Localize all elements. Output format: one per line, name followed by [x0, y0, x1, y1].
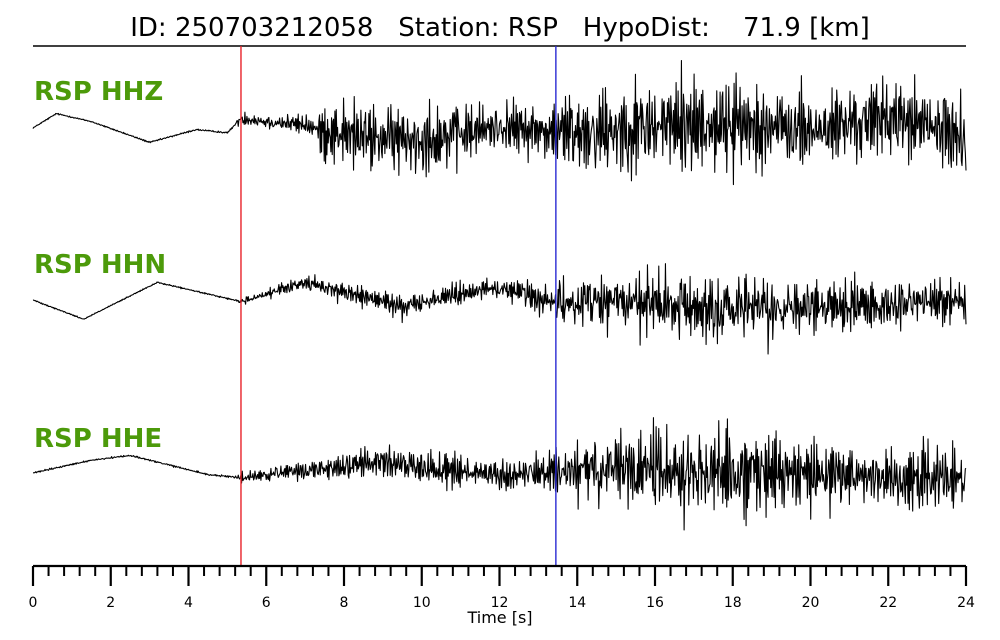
- x-axis-label: Time [s]: [466, 608, 532, 627]
- hypodist-unit: [km]: [809, 13, 870, 43]
- x-tick-label: 8: [340, 595, 349, 611]
- x-tick-label: 16: [646, 595, 664, 611]
- channel-labels-group: RSP HHZ RSP HHN RSP HHE: [34, 77, 166, 454]
- station-label: Station:: [398, 13, 499, 43]
- x-tick-label: 14: [568, 595, 586, 611]
- x-axis: 0 2 4 6 8 10 12 14 16 18 20 22 24: [29, 564, 975, 611]
- x-tick-label: 0: [29, 595, 38, 611]
- plot-title: ID: 250703212058 Station: RSP HypoDist: …: [130, 13, 870, 43]
- trace-rsp-hhz: [32, 59, 967, 186]
- x-tick-label: 6: [262, 595, 271, 611]
- hypodist-value: 71.9: [743, 13, 801, 43]
- x-tick-label: 4: [184, 595, 193, 611]
- channel-label-rsp-hhz: RSP HHZ: [34, 77, 163, 107]
- hypodist-label: HypoDist:: [583, 13, 710, 43]
- event-id: 250703212058: [175, 13, 374, 43]
- station-code: RSP: [508, 13, 558, 43]
- x-tick-label: 10: [413, 595, 431, 611]
- x-tick-label: 12: [491, 595, 509, 611]
- trace-rsp-hhn: [32, 263, 967, 355]
- traces-group: [32, 59, 967, 531]
- x-tick-label: 22: [879, 595, 897, 611]
- x-tick-label: 24: [957, 595, 975, 611]
- trace-rsp-hhe: [32, 417, 967, 531]
- channel-label-rsp-hhn: RSP HHN: [34, 250, 166, 280]
- id-label: ID:: [130, 13, 166, 43]
- phase-markers-group: [240, 46, 557, 566]
- x-tick-label: 2: [106, 595, 115, 611]
- channel-label-rsp-hhe: RSP HHE: [34, 424, 162, 454]
- x-tick-label: 18: [724, 595, 742, 611]
- x-tick-label: 20: [802, 595, 820, 611]
